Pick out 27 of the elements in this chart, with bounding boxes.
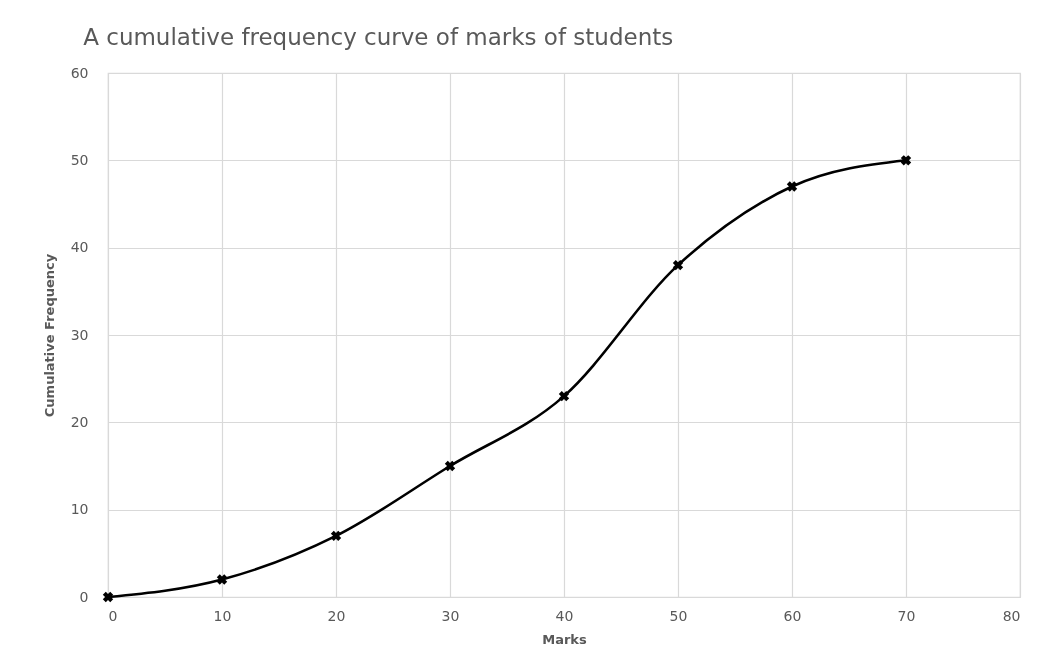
y-tick-label: 50 (70, 151, 89, 168)
x-axis-title: Marks (542, 631, 588, 647)
x-tick-label: 60 (783, 607, 802, 624)
point (444, 460, 456, 472)
y-tick-label: 60 (70, 64, 89, 81)
x-tick-label: 30 (441, 607, 460, 624)
y-tick-label: 30 (70, 326, 89, 343)
point (102, 591, 114, 603)
y-tick-label: 0 (79, 588, 89, 605)
x-tick-label: 70 (897, 607, 916, 624)
point (558, 390, 570, 402)
y-tick-label: 20 (70, 413, 89, 430)
y-tick-label: 10 (70, 501, 89, 518)
x-tick-label: 10 (213, 607, 232, 624)
y-tick-label: 40 (70, 239, 89, 256)
x-tick-label: 80 (1002, 607, 1021, 624)
point (786, 181, 798, 192)
y-axis-title: Cumulative Frequency (41, 253, 57, 418)
x-tick-label: 0 (108, 607, 118, 624)
x-tick-label: 50 (669, 607, 688, 624)
point (216, 574, 228, 585)
x-tick-label: 40 (555, 607, 574, 624)
chart-title: A cumulative frequency curve of marks of students (83, 24, 674, 50)
x-tick-label: 20 (327, 607, 346, 624)
point (900, 155, 912, 166)
point (330, 530, 342, 542)
point (672, 259, 684, 271)
